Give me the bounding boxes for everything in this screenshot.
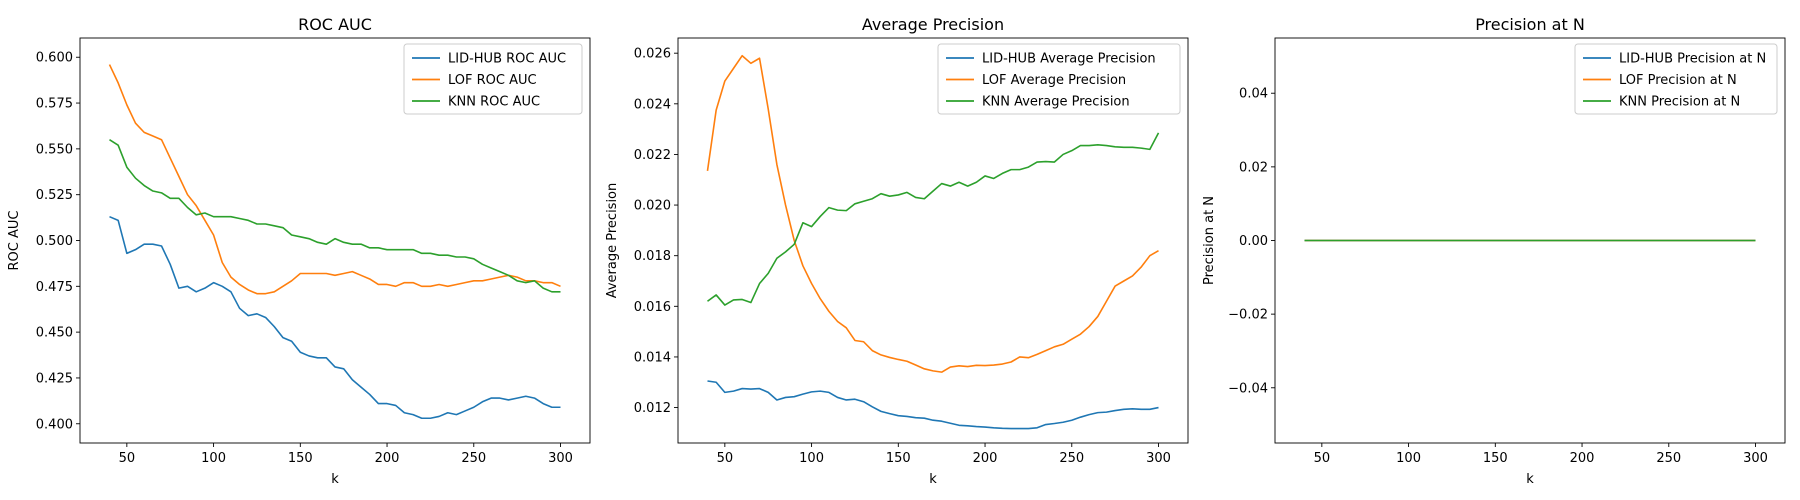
- y-tick-label: 0.012: [634, 401, 671, 416]
- x-tick-label: 300: [1146, 451, 1171, 466]
- x-tick-label: 150: [886, 451, 911, 466]
- chart-panel-3: 50 100 150 200 250 300 −0.04 −0.02 0.00 0.02 0.04 P…: [1202, 15, 1786, 487]
- y-tick-label: 0.04: [1239, 87, 1268, 102]
- y-tick-label: 0.026: [634, 47, 671, 62]
- y-tick-label: 0.550: [36, 142, 73, 157]
- series-line-3: [707, 132, 1160, 306]
- x-tick-label: 200: [1570, 451, 1595, 466]
- legend-label-3: KNN Precision at N: [1619, 95, 1740, 110]
- legend-box: [1574, 43, 1778, 115]
- y-tick-label: 0.016: [634, 300, 671, 315]
- series-line-1: [109, 215, 561, 420]
- y-tick-label: −0.04: [1228, 381, 1268, 396]
- x-tick-label: 100: [201, 451, 226, 466]
- axes-frame: [677, 37, 1189, 444]
- y-tick-label: 0.020: [634, 199, 671, 214]
- legend-label-1: LID-HUB Average Precision: [982, 52, 1156, 67]
- series-line-3: [109, 139, 561, 293]
- chart-title: Precision at N: [1475, 15, 1585, 34]
- y-tick-label: 0.400: [36, 417, 73, 432]
- y-tick-label: 0.425: [36, 371, 73, 386]
- legend-label-1: LID-HUB Precision at N: [1619, 52, 1766, 67]
- x-tick-label: 150: [1483, 451, 1508, 466]
- legend-label-2: LOF ROC AUC: [448, 73, 537, 88]
- y-tick-label: 0.024: [634, 97, 671, 112]
- x-tick-label: 50: [1314, 451, 1331, 466]
- legend-box: [403, 43, 583, 115]
- y-axis-label: ROC AUC: [7, 211, 22, 271]
- series-line-1: [707, 380, 1159, 430]
- y-tick-label: 0.018: [634, 249, 671, 264]
- x-tick-label: 250: [1059, 451, 1084, 466]
- x-tick-label: 200: [375, 451, 400, 466]
- y-tick-label: 0.02: [1239, 160, 1268, 175]
- y-axis-label: Average Precision: [605, 183, 620, 299]
- chart-title: Average Precision: [862, 15, 1004, 34]
- x-tick-label: 200: [973, 451, 998, 466]
- x-tick-label: 300: [548, 451, 573, 466]
- y-tick-label: 0.014: [634, 350, 671, 365]
- legend: LID-HUB ROC AUC LOF ROC AUC KNN ROC AUC: [403, 43, 583, 115]
- x-tick-label: 100: [799, 451, 824, 466]
- chart-title: ROC AUC: [298, 15, 372, 34]
- chart-panel-2: 50 100 150 200 250 300 0.012 0.014 0.016 0.018 0.0…: [605, 15, 1189, 487]
- x-tick-label: 50: [717, 451, 734, 466]
- series-line-2: [108, 64, 561, 295]
- x-tick-label: 250: [461, 451, 486, 466]
- y-tick-label: 0.600: [36, 51, 73, 66]
- x-tick-label: 100: [1396, 451, 1421, 466]
- y-tick-label: 0.450: [36, 326, 73, 341]
- y-tick-label: 0.525: [36, 188, 73, 203]
- y-tick-label: 0.500: [36, 234, 73, 249]
- legend-label-3: KNN ROC AUC: [448, 95, 540, 110]
- legend: LID-HUB Average Precision LOF Average Pre…: [937, 43, 1181, 115]
- x-axis-label: k: [1526, 472, 1534, 487]
- y-tick-label: 0.022: [634, 148, 671, 163]
- y-tick-label: −0.02: [1228, 308, 1268, 323]
- y-tick-label: 0.00: [1239, 234, 1268, 249]
- x-tick-label: 250: [1656, 451, 1681, 466]
- y-axis-label: Precision at N: [1202, 196, 1217, 285]
- y-tick-label: 0.575: [36, 97, 73, 112]
- x-tick-label: 50: [119, 451, 136, 466]
- legend-label-2: LOF Average Precision: [982, 73, 1126, 88]
- legend: LID-HUB Precision at N LOF Precision at N…: [1574, 43, 1778, 115]
- legend-label-2: LOF Precision at N: [1619, 73, 1737, 88]
- x-tick-label: 150: [288, 451, 313, 466]
- chart-panel-1: 50 100 150 200 250 300 0.400 0.425 0.450 0.475 0.5…: [7, 15, 591, 487]
- x-axis-label: k: [331, 472, 339, 487]
- x-axis-label: k: [929, 472, 937, 487]
- series-line-2: [706, 54, 1159, 373]
- legend-label-1: LID-HUB ROC AUC: [448, 52, 566, 67]
- y-tick-label: 0.475: [36, 280, 73, 295]
- legend-label-3: KNN Average Precision: [982, 95, 1130, 110]
- legend-box: [937, 43, 1181, 115]
- x-tick-label: 300: [1743, 451, 1768, 466]
